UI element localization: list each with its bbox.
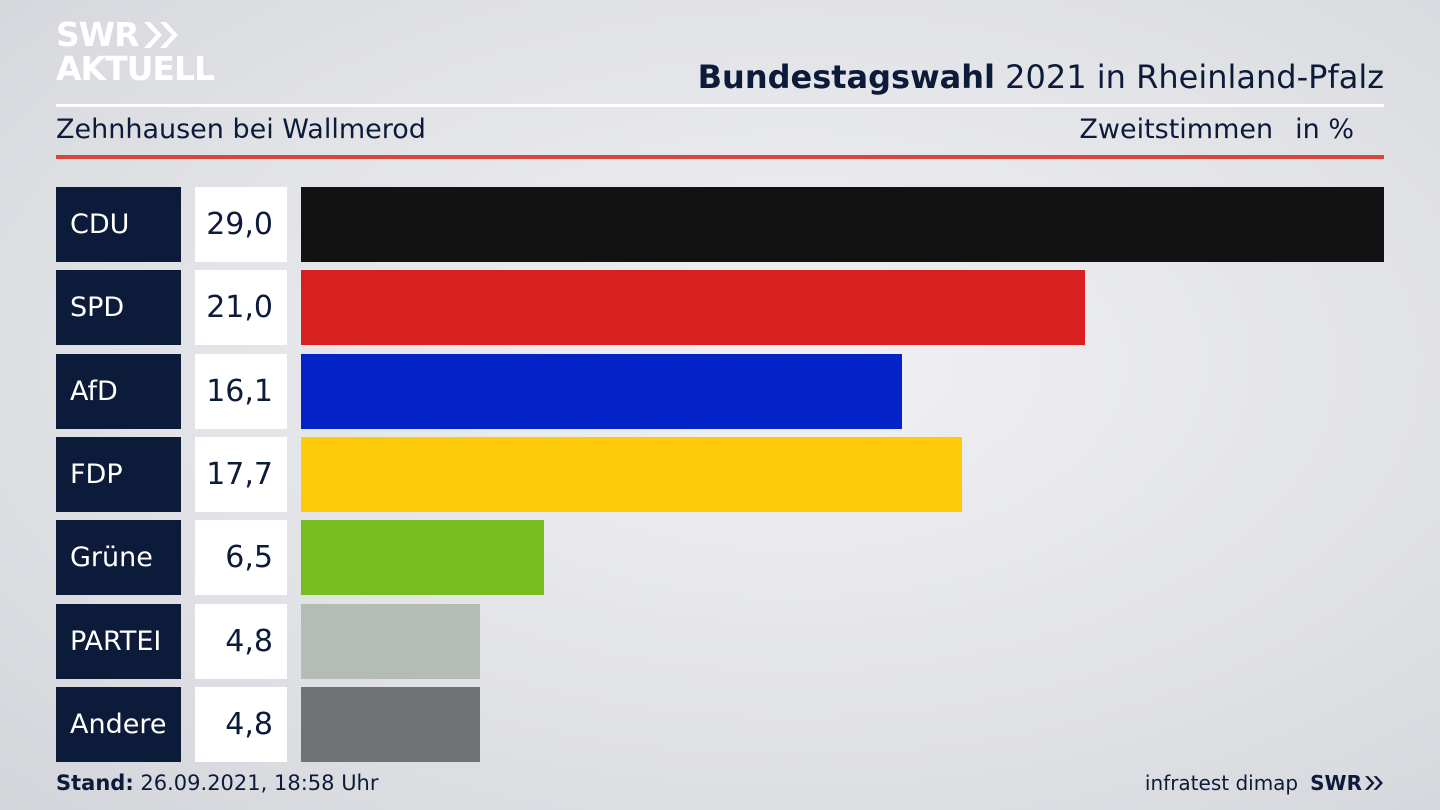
stand-value: 26.09.2021, 18:58 Uhr — [140, 771, 379, 795]
title-rest: 2021 in Rheinland-Pfalz — [1005, 58, 1384, 96]
bar — [301, 270, 1086, 346]
value-label: 29,0 — [195, 187, 287, 262]
value-label: 17,7 — [195, 436, 287, 512]
measure-label: Zweitstimmen in % — [1079, 114, 1354, 145]
bar-row: PARTEI 4,8 — [56, 603, 1384, 679]
value-label: 16,1 — [195, 353, 287, 429]
bar — [301, 353, 903, 429]
value-label: 21,0 — [195, 270, 287, 346]
bar — [301, 187, 1384, 262]
bar — [301, 686, 481, 762]
swr-aktuell-logo: SWR AKTUELL — [56, 15, 215, 88]
accent-divider — [56, 155, 1384, 159]
title-bold: Bundestagswahl — [697, 58, 995, 96]
bar — [301, 436, 962, 512]
party-label: Andere — [56, 686, 181, 762]
value-label: 6,5 — [195, 520, 287, 596]
bar — [301, 603, 481, 679]
party-label: FDP — [56, 436, 181, 512]
value-label: 4,8 — [195, 603, 287, 679]
party-label: CDU — [56, 187, 181, 262]
bar-row: FDP 17,7 — [56, 436, 1384, 512]
chevron-right-icon — [1365, 776, 1383, 790]
page-title: Bundestagswahl 2021 in Rheinland-Pfalz — [698, 58, 1384, 96]
chevron-right-icon — [142, 20, 180, 50]
footer-brand: SWR — [1310, 771, 1362, 795]
source-credit: infratest dimap SWR — [1145, 771, 1384, 795]
bar-row: CDU 29,0 — [56, 187, 1384, 262]
timestamp: Stand: 26.09.2021, 18:58 Uhr — [56, 771, 379, 795]
bar — [301, 520, 544, 596]
bar-row: Grüne 6,5 — [56, 520, 1384, 596]
bar-row: AfD 16,1 — [56, 353, 1384, 429]
bar-row: SPD 21,0 — [56, 270, 1384, 346]
party-label: Grüne — [56, 520, 181, 596]
stand-label: Stand: — [56, 771, 134, 795]
source-label: infratest dimap — [1144, 771, 1299, 795]
location-subtitle: Zehnhausen bei Wallmerod — [56, 114, 426, 145]
party-label: PARTEI — [56, 603, 181, 679]
value-label: 4,8 — [195, 686, 287, 762]
header-divider — [56, 104, 1384, 107]
measure-name: Zweitstimmen — [1079, 114, 1274, 145]
party-label: SPD — [56, 270, 181, 346]
logo-text-swr: SWR — [56, 15, 140, 54]
party-label: AfD — [56, 353, 181, 429]
footer-swr-logo: SWR — [1310, 771, 1384, 795]
logo-text-aktuell: AKTUELL — [56, 49, 215, 88]
bar-row: Andere 4,8 — [56, 686, 1384, 762]
unit-label: in % — [1295, 114, 1354, 145]
